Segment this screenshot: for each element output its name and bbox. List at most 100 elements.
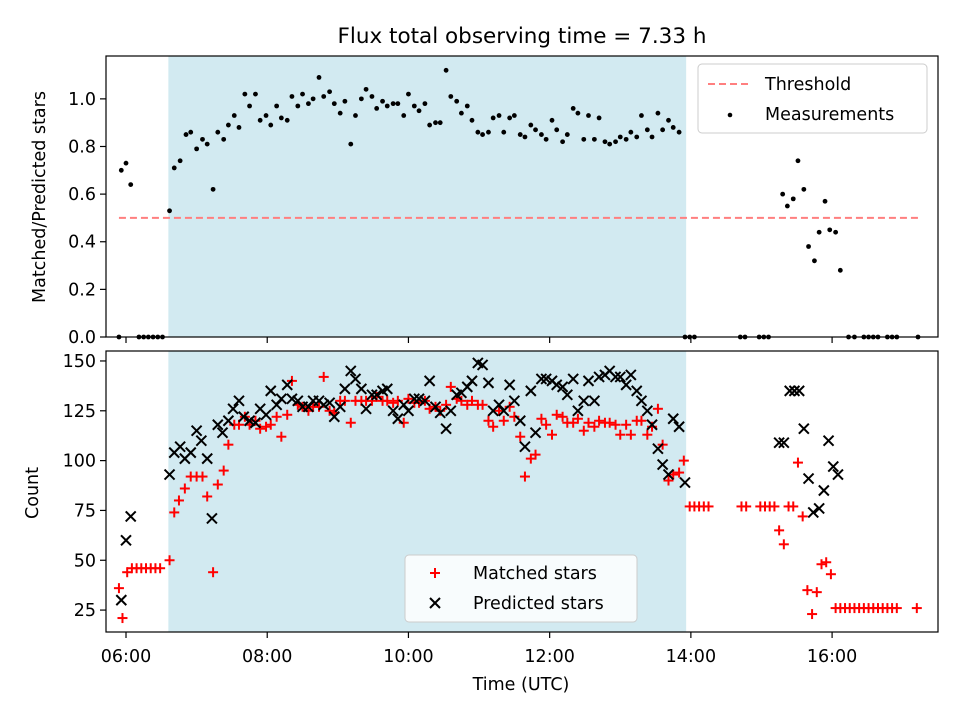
matched-star-point bbox=[825, 569, 836, 580]
top-y-tick-label: 0.0 bbox=[68, 328, 96, 348]
measurement-point bbox=[607, 141, 613, 147]
top-y-tick-label: 0.2 bbox=[68, 280, 96, 300]
matched-star-point bbox=[445, 381, 456, 392]
predicted-star-point bbox=[440, 423, 452, 435]
matched-star-point bbox=[674, 467, 685, 478]
matched-star-point bbox=[382, 395, 393, 406]
measurement-point bbox=[221, 136, 227, 142]
top-y-axis-label: Matched/Predicted stars bbox=[30, 91, 50, 303]
measurement-point bbox=[337, 110, 343, 116]
bottom-x-tick-label: 08:00 bbox=[242, 647, 292, 667]
measurement-point bbox=[564, 132, 570, 137]
matched-star-point bbox=[547, 429, 558, 440]
matched-star-point bbox=[117, 613, 128, 624]
measurement-point bbox=[475, 129, 481, 135]
measurement-point bbox=[310, 96, 316, 102]
measurement-point bbox=[833, 229, 839, 235]
matched-star-point bbox=[179, 483, 190, 494]
measurement-point bbox=[458, 110, 464, 116]
predicted-star-point bbox=[582, 375, 595, 387]
measurement-point bbox=[374, 105, 380, 111]
measurement-point bbox=[401, 113, 407, 118]
bottom-x-tick-label: 16:00 bbox=[807, 647, 857, 667]
predicted-star-point bbox=[641, 405, 654, 417]
matched-star-point bbox=[536, 413, 547, 424]
predicted-star-point bbox=[807, 506, 819, 519]
top-y-axis: 0.0 0.2 0.4 0.6 0.8 1.0 bbox=[68, 90, 106, 348]
matched-star-point bbox=[625, 429, 636, 440]
predicted-star-point bbox=[212, 419, 224, 431]
matched-star-point bbox=[504, 401, 515, 412]
matched-star-point bbox=[515, 431, 526, 442]
predicted-star-point bbox=[222, 415, 235, 427]
measurement-point bbox=[200, 136, 205, 142]
measurement-point bbox=[289, 94, 295, 99]
measurement-point bbox=[628, 129, 634, 135]
measurement-point bbox=[353, 113, 358, 118]
bottom-y-tick-label: 100 bbox=[63, 452, 96, 472]
measurement-point bbox=[507, 115, 513, 121]
bottom-y-tick-label: 125 bbox=[63, 402, 96, 422]
measurement-point bbox=[496, 113, 502, 118]
predicted-star-point bbox=[556, 381, 569, 393]
measurement-point bbox=[247, 103, 252, 109]
measurement-point bbox=[215, 129, 221, 135]
measurement-point bbox=[670, 125, 676, 130]
predicted-star-point bbox=[793, 385, 805, 397]
measurement-point bbox=[613, 139, 618, 145]
matched-star-point bbox=[807, 609, 818, 620]
matched-star-point bbox=[113, 583, 124, 594]
measurement-point bbox=[655, 110, 661, 116]
bottom-y-axis: 25 50 75 100 125 150 bbox=[63, 352, 106, 621]
predicted-star-point bbox=[784, 385, 796, 397]
matched-star-point bbox=[541, 419, 552, 430]
measurement-point bbox=[602, 139, 608, 145]
matched-star-point bbox=[703, 501, 714, 512]
measurement-point bbox=[639, 113, 644, 118]
predicted-star-point bbox=[190, 425, 203, 437]
predicted-star-point bbox=[813, 502, 825, 515]
predicted-star-point bbox=[281, 379, 293, 391]
measurement-point bbox=[177, 158, 183, 164]
matched-star-point bbox=[318, 371, 329, 382]
measurement-point bbox=[560, 139, 565, 145]
measurement-point bbox=[575, 110, 581, 116]
predicted-star-point bbox=[646, 419, 658, 431]
matched-star-point bbox=[392, 395, 403, 406]
predicted-star-point bbox=[370, 389, 383, 401]
measurement-point bbox=[236, 125, 242, 130]
predicted-star-point bbox=[249, 417, 262, 429]
matched-star-point bbox=[173, 495, 184, 506]
measurement-point bbox=[171, 165, 177, 171]
predicted-star-point bbox=[402, 405, 415, 417]
measurement-point bbox=[204, 141, 210, 147]
predicted-star-point bbox=[323, 397, 336, 409]
predicted-star-point bbox=[572, 405, 584, 417]
measurement-point bbox=[501, 129, 507, 135]
measurement-point bbox=[795, 158, 801, 164]
predicted-star-point bbox=[360, 403, 372, 415]
measurement-point bbox=[342, 98, 348, 104]
measurement-point bbox=[225, 122, 231, 128]
matched-star-point bbox=[265, 419, 276, 430]
measurement-point bbox=[490, 115, 496, 121]
matched-star-point bbox=[615, 429, 626, 440]
measurement-point bbox=[358, 96, 364, 102]
matched-star-point bbox=[519, 471, 530, 482]
bottom-x-tick-label: 06:00 bbox=[101, 647, 151, 667]
measurement-point bbox=[812, 258, 817, 264]
predicted-star-point bbox=[185, 446, 197, 459]
predicted-star-point bbox=[614, 371, 626, 383]
predicted-star-point bbox=[434, 407, 446, 419]
predicted-star-point bbox=[339, 383, 351, 395]
predicted-star-point bbox=[195, 434, 208, 447]
matched-star-point bbox=[498, 415, 509, 426]
predicted-star-point bbox=[163, 468, 176, 481]
measurement-point bbox=[188, 129, 194, 135]
predicted-star-point bbox=[419, 395, 431, 407]
measurement-point bbox=[194, 146, 200, 152]
bottom-y-tick-label: 150 bbox=[63, 352, 96, 372]
predicted-star-point bbox=[476, 359, 489, 371]
measurement-point bbox=[268, 122, 274, 128]
measurement-point bbox=[331, 101, 337, 107]
